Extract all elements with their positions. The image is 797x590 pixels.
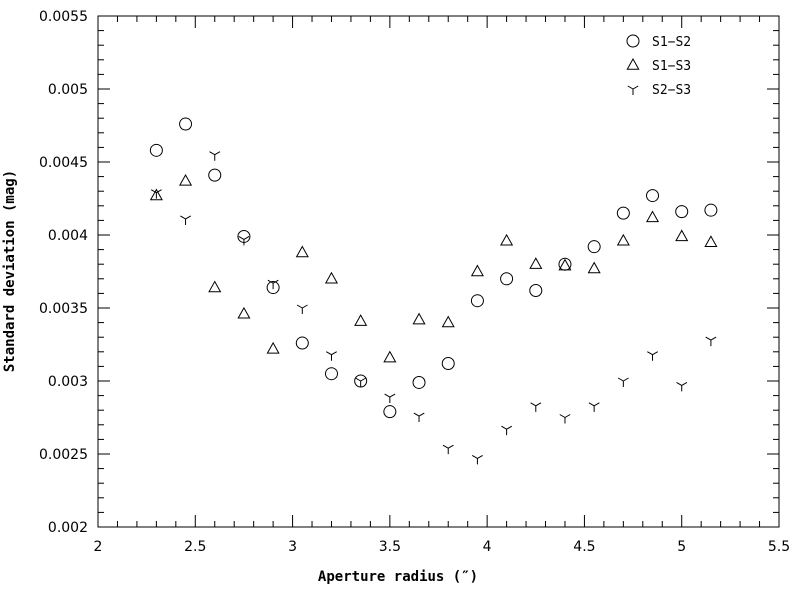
series-2	[149, 173, 718, 363]
legend-label: S1−S2	[652, 35, 691, 50]
triangle-point	[412, 312, 426, 325]
triangle-point	[587, 261, 601, 274]
x-tick-label: 5	[677, 539, 686, 555]
legend-label: S1−S3	[652, 59, 691, 74]
y-tick-label: 0.0025	[39, 447, 88, 463]
tripod-point	[588, 402, 600, 412]
triangle-point	[441, 315, 455, 328]
tripod-point	[296, 304, 308, 314]
legend-label: S2−S3	[652, 83, 691, 98]
tripod-point	[501, 425, 513, 436]
triangle-point	[354, 314, 368, 326]
legend-item: S2−S3	[627, 83, 691, 98]
tripod-point	[384, 393, 396, 404]
x-tick-label: 3.5	[379, 539, 401, 555]
triangle-point	[558, 258, 572, 271]
circle-point	[412, 375, 426, 389]
tripod-point	[559, 414, 571, 424]
tripod-point	[150, 189, 162, 199]
tripod-point	[238, 235, 250, 246]
triangle-point	[470, 264, 484, 277]
tripod-point	[530, 402, 542, 412]
y-tick-label: 0.005	[48, 82, 88, 98]
circle-point	[179, 117, 193, 131]
circle-point	[500, 272, 514, 286]
circle-point	[704, 203, 718, 217]
triangle-point	[383, 350, 397, 363]
tripod-point	[209, 151, 221, 161]
legend: S1−S2 S1−S3 S2−S3	[626, 34, 691, 98]
circle-point	[208, 168, 222, 182]
tripod-point	[355, 377, 367, 387]
legend-item: S1−S3	[626, 57, 691, 74]
circle-point	[616, 206, 630, 220]
tripod-point	[180, 215, 192, 225]
x-tick-label: 2.5	[184, 539, 206, 555]
tripod-point	[647, 351, 658, 361]
x-tick-label: 3	[288, 539, 297, 555]
circle-point	[266, 281, 280, 295]
series-1	[149, 117, 718, 419]
tripod-point	[617, 377, 629, 387]
triangle-point	[266, 341, 280, 354]
tripod-point	[705, 336, 717, 347]
axis-tick-labels: 2 2.5 3 3.5 4 4.5 5 5.5 0.002 0.0025 0.003 0.0035 0.…	[39, 9, 790, 555]
triangle-point	[616, 233, 630, 246]
y-tick-label: 0.0055	[39, 9, 88, 25]
y-tick-label: 0.002	[48, 520, 88, 536]
triangle-point	[529, 257, 543, 269]
series-3	[150, 151, 717, 465]
y-tick-label: 0.004	[48, 228, 88, 244]
circle-point	[441, 356, 455, 370]
x-tick-label: 5.5	[768, 539, 790, 555]
x-tick-label: 4	[483, 539, 492, 555]
triangle-point	[208, 280, 222, 293]
triangle-point	[179, 173, 193, 186]
circle-point	[324, 367, 338, 381]
circle-point	[470, 294, 484, 308]
tripod-point	[413, 412, 425, 423]
y-tick-label: 0.003	[48, 374, 88, 390]
triangle-point	[237, 306, 251, 319]
triangle-point	[704, 235, 718, 247]
tripod-point	[676, 381, 688, 392]
y-tick-label: 0.0035	[39, 301, 88, 317]
axis-ticks	[97, 15, 780, 528]
y-tick-label: 0.0045	[39, 155, 88, 171]
circle-point	[587, 240, 601, 254]
legend-tripod-icon	[627, 85, 639, 95]
tripod-point	[326, 351, 337, 361]
triangle-point	[324, 271, 339, 284]
circle-point	[295, 336, 309, 350]
legend-item: S1−S2	[626, 34, 691, 50]
plot-frame	[97, 15, 780, 528]
triangle-point	[500, 233, 514, 246]
tripod-point	[267, 279, 279, 290]
tripod-point	[471, 454, 483, 465]
triangle-point	[149, 188, 163, 201]
circle-point	[149, 143, 163, 157]
x-axis-label: Aperture radius (″)	[318, 569, 478, 585]
legend-circle-icon	[626, 34, 640, 48]
triangle-point	[675, 229, 689, 242]
y-axis-label: Standard deviation (mag)	[2, 170, 18, 372]
triangle-point	[295, 245, 309, 258]
circle-point	[646, 189, 660, 203]
x-tick-label: 4.5	[573, 539, 595, 555]
triangle-point	[645, 210, 660, 223]
data-points	[149, 117, 718, 465]
circle-point	[675, 205, 689, 219]
circle-point	[529, 283, 543, 297]
x-tick-label: 2	[94, 539, 103, 555]
circle-point	[383, 405, 397, 419]
tripod-point	[442, 444, 454, 455]
legend-triangle-icon	[626, 57, 640, 70]
